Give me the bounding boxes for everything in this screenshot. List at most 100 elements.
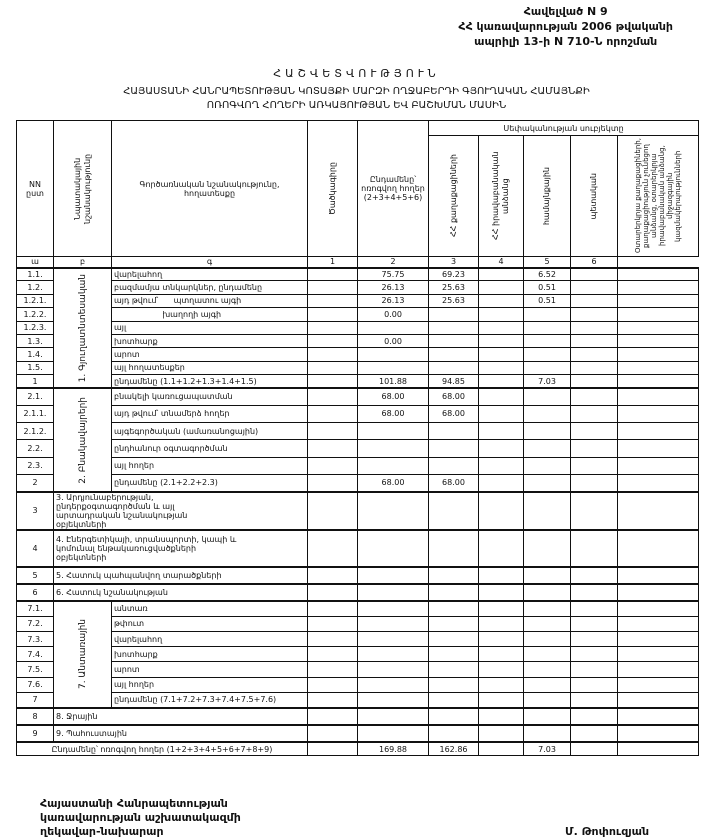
table-row: 9 9. Պահուստային: [16, 724, 700, 743]
land-type: 4. Էներգետիկայի, տրանսպորտի, կապի և կոմո…: [53, 529, 308, 568]
value-cell: [570, 456, 618, 476]
code-cell: [307, 422, 358, 441]
table-row: 1 ընդամենը (1.1+1.2+1.3+1.4+1.5) 101.88 94.…: [16, 374, 700, 389]
value-cell: [357, 491, 429, 531]
code-cell: [307, 307, 358, 322]
index-cell: 2: [357, 256, 429, 268]
value-cell: [357, 646, 429, 663]
index-cell: 4: [478, 256, 524, 268]
land-type: ընդամենը (1.1+1.2+1.3+1.4+1.5): [111, 374, 308, 389]
index-cell: գ: [111, 256, 308, 268]
table-row: 1.5. այլ հողատեսքեր: [16, 360, 700, 376]
code-cell: [307, 280, 358, 295]
value-cell: [357, 600, 429, 617]
value-cell: [616, 280, 700, 295]
purpose-label: 2. Բնակավայրերի: [77, 396, 88, 484]
value-cell: [523, 566, 571, 585]
value-cell: [478, 630, 524, 648]
table-row: 7 ընդամենը (7.1+7.2+7.3+7.4+7.5+7.6): [16, 692, 700, 709]
land-type: 9. Պահուստային: [53, 724, 308, 743]
code-cell: [307, 566, 358, 585]
value-cell: [570, 320, 618, 335]
value-cell: [523, 307, 571, 322]
table-row: 2 ընդամենը (2.1+2.2+2.3) 68.00 68.00: [16, 473, 700, 493]
table-row: 4 4. Էներգետիկայի, տրանսպորտի, կապի և կոմ…: [16, 529, 700, 568]
value-cell: 25.63: [428, 293, 479, 309]
index-cell: 6: [570, 256, 618, 268]
row-number: 1.3.: [16, 333, 54, 349]
col-header-state: պետական: [570, 135, 618, 257]
value-cell: [616, 307, 700, 322]
signatory-position-line: Հայաստանի Հանրապետության: [40, 797, 228, 810]
value-cell: [523, 347, 571, 362]
row-number: 2: [16, 473, 54, 493]
land-type: 6. Հատուկ նշանակության: [53, 583, 308, 602]
row-number: 2.1.: [16, 387, 54, 406]
purpose-cell: 1. Գյուղատնտեսական: [53, 267, 112, 389]
value-cell: [523, 630, 571, 648]
value-cell: [357, 347, 429, 362]
land-type: ընդամենը (7.1+7.2+7.3+7.4+7.5+7.6): [111, 692, 308, 709]
value-cell: [523, 320, 571, 335]
value-cell: [570, 661, 618, 678]
table-row: 1.2.1. այդ թվում՝ պտղատու այգի 26.13 25.63 0…: [16, 293, 700, 309]
land-type: անտառ: [111, 600, 308, 617]
value-cell: [478, 661, 524, 678]
land-type: խոտհարք: [111, 333, 308, 349]
annex-header: Հավելված N 9 ՀՀ կառավարության 2006 թվակա…: [458, 4, 673, 49]
col-header-function: Գործառնական նշանակությունը, հողատեսքը: [111, 120, 308, 257]
value-cell: 94.85: [428, 374, 479, 389]
value-cell: [523, 387, 571, 406]
value-cell: [616, 491, 700, 531]
value-cell: [570, 360, 618, 376]
value-cell: [478, 456, 524, 476]
code-cell: [307, 676, 358, 694]
table-row: 2.1. 2. Բնակավայրերի բնակելի կառուցապատման…: [16, 387, 700, 493]
purpose-label: 7. Անտառային: [77, 619, 88, 690]
value-cell: [570, 491, 618, 531]
code-cell: [307, 360, 358, 376]
value-cell: [478, 280, 524, 295]
value-cell: 68.00: [357, 387, 429, 406]
land-type: այլ հողեր: [111, 676, 308, 694]
document-title: ՀԱՇՎԵՏՎՈՒԹՅՈՒՆ: [273, 67, 440, 80]
land-type: 5. Հատուկ պահպանվող տարածքների: [53, 566, 308, 585]
value-cell: [357, 615, 429, 632]
table-row: 1.2. բազմամյա տնկարկներ, ընդամենը 26.13 25.…: [16, 280, 700, 295]
row-number: 7.2.: [16, 615, 54, 632]
code-cell: [307, 320, 358, 335]
row-number: 3: [16, 491, 54, 531]
table-row: 1.3. խոտհարք 0.00: [16, 333, 700, 349]
table-row: 7.4. խոտհարք: [16, 646, 700, 663]
value-cell: [616, 676, 700, 694]
signatory-name: Մ. Թոփուզյան: [565, 825, 650, 838]
value-cell: [478, 707, 524, 726]
value-cell: [616, 661, 700, 678]
col-header-legal-entities: ՀՀ իրավաբանական անձանց: [478, 135, 524, 257]
row-number: 4: [16, 529, 54, 568]
value-cell: [570, 404, 618, 424]
value-cell: 7.03: [523, 741, 571, 757]
land-type: խոտհարք: [111, 646, 308, 663]
code-cell: [307, 374, 358, 389]
row-number: 1.2.: [16, 280, 54, 295]
code-cell: [307, 456, 358, 476]
value-cell: 68.00: [428, 404, 479, 424]
value-cell: [523, 615, 571, 632]
value-cell: [478, 600, 524, 617]
value-cell: 75.75: [357, 266, 429, 282]
value-cell: 6.52: [523, 266, 571, 282]
col-header-code: Ծածկագիրը: [307, 120, 358, 257]
value-cell: [478, 320, 524, 335]
signatory-position: Հայաստանի Հանրապետության կառավարության ա…: [40, 797, 241, 839]
land-type: արոտ: [111, 347, 308, 362]
value-cell: [570, 646, 618, 663]
value-cell: [570, 600, 618, 617]
row-number: 1.4.: [16, 347, 54, 362]
value-cell: 0.00: [357, 333, 429, 349]
table-row: 7.5. արոտ: [16, 661, 700, 678]
row-number: 1: [16, 374, 54, 389]
value-cell: [616, 374, 700, 389]
value-cell: [616, 566, 700, 585]
value-cell: [616, 724, 700, 743]
